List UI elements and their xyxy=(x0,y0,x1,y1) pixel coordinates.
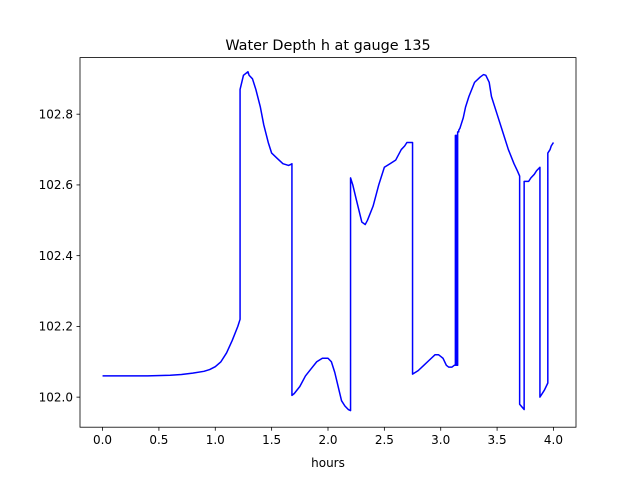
series-line-0 xyxy=(102,71,555,412)
y-tick-label: 102.2 xyxy=(39,320,73,334)
y-tick-label: 102.8 xyxy=(39,107,73,121)
x-tick-label: 3.5 xyxy=(488,433,507,447)
y-tick-label: 102.0 xyxy=(39,390,73,404)
x-tick-label: 2.5 xyxy=(375,433,394,447)
x-axis-label: hours xyxy=(311,456,345,470)
y-axis-ticks: 102.0 102.2 102.4 102.6 102.8 xyxy=(39,107,80,404)
chart-title: Water Depth h at gauge 135 xyxy=(225,38,430,54)
x-axis-ticks: 0.0 0.5 1.0 1.5 2.0 2.5 3.0 3.5 4.0 xyxy=(93,427,563,447)
x-tick-label: 4.0 xyxy=(544,433,563,447)
series-layer xyxy=(102,71,555,412)
x-tick-label: 0.5 xyxy=(149,433,168,447)
x-tick-label: 3.0 xyxy=(431,433,450,447)
y-tick-label: 102.6 xyxy=(39,178,73,192)
x-tick-label: 1.0 xyxy=(206,433,225,447)
x-tick-label: 0.0 xyxy=(93,433,112,447)
x-tick-label: 1.5 xyxy=(262,433,281,447)
y-tick-label: 102.4 xyxy=(39,249,73,263)
x-tick-label: 2.0 xyxy=(318,433,337,447)
